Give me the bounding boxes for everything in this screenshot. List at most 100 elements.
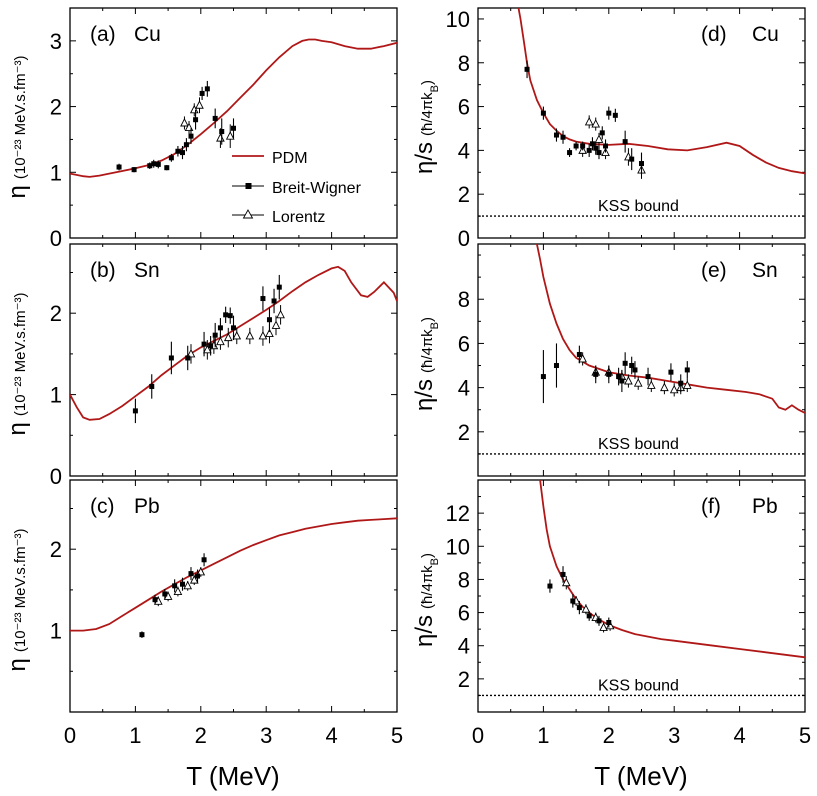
breit-wigner-point [155, 161, 161, 167]
breit-wigner-point [596, 618, 602, 624]
y-tick-label: 2 [50, 301, 62, 326]
y-tick-label: 2 [458, 420, 470, 445]
plot-frame [69, 479, 398, 713]
x-tick-label: 4 [733, 723, 745, 748]
breit-wigner-point [168, 155, 174, 161]
breit-wigner-point [231, 325, 236, 331]
breit-wigner-point [593, 371, 599, 377]
lorentz-point [682, 380, 692, 389]
panel-label: (c) [90, 495, 115, 518]
breit-wigner-point [596, 150, 602, 156]
x-tick-label: 0 [472, 723, 484, 748]
y-tick-label: 4 [458, 138, 470, 163]
breit-wigner-point [553, 363, 559, 369]
lorentz-point [232, 331, 242, 340]
lorentz-point [584, 116, 594, 126]
y-tick-label: 0 [458, 226, 470, 251]
panel-e: 2 4 6 8 (e) Sn η/s (ħ/4πkB) KSS bound [411, 243, 806, 477]
panel-element: Pb [752, 495, 778, 518]
lorentz-point [276, 309, 285, 319]
pdm-line [70, 517, 397, 632]
breit-wigner-point [139, 632, 145, 638]
lorentz-point [660, 382, 669, 392]
y-axis-label-close: ) [419, 80, 436, 85]
y-tick-label: 0 [50, 464, 62, 489]
legend-bw-marker [245, 183, 252, 189]
y-axis-label-main: η [4, 185, 31, 198]
x-axis-label: T (MeV) [594, 761, 687, 791]
x-tick-label: 1 [129, 723, 141, 748]
breit-wigner-point [266, 317, 272, 323]
breit-wigner-point [593, 145, 599, 151]
breit-wigner-point [576, 351, 582, 357]
breit-wigner-point [199, 90, 205, 96]
lorentz-point [578, 353, 587, 363]
y-axis-label-unit: (10⁻²³ MeV.s.fm⁻³) [12, 293, 29, 417]
legend-lor-label: Lorentz [272, 209, 325, 226]
pdm-line [70, 265, 397, 421]
breit-wigner-point [217, 325, 223, 331]
y-tick-label: 2 [50, 95, 62, 120]
panel-element: Cu [752, 23, 779, 46]
y-axis-label: η (10⁻²³ MeV.s.fm⁻³) [4, 529, 31, 672]
breit-wigner-point [606, 371, 612, 377]
kss-bound-label: KSS bound [598, 436, 679, 453]
y-axis-label-unit: (10⁻²³ MeV.s.fm⁻³) [12, 529, 29, 653]
y-tick-label: 3 [50, 29, 62, 54]
y-tick-label: 2 [458, 667, 470, 692]
pdm-line [70, 38, 397, 178]
breit-wigner-point [116, 164, 122, 170]
pdm-line [536, 244, 805, 414]
breit-wigner-point [632, 367, 638, 373]
lorentz-point [646, 380, 656, 389]
breit-wigner-point [204, 86, 210, 92]
y-tick-label: 4 [458, 376, 470, 401]
x-tick-label: 3 [668, 723, 680, 748]
breit-wigner-point [619, 378, 625, 384]
breit-wigner-point [131, 167, 137, 173]
breit-wigner-point [589, 141, 595, 147]
y-tick-label: 0 [50, 226, 62, 251]
lorentz-point [216, 133, 225, 142]
breit-wigner-point [560, 134, 566, 140]
breit-wigner-point [227, 313, 233, 319]
breit-wigner-point [540, 110, 546, 116]
breit-wigner-point [580, 143, 586, 149]
breit-wigner-point [147, 163, 153, 169]
panel-element: Cu [134, 23, 161, 46]
breit-wigner-point [586, 147, 592, 153]
lorentz-point [594, 134, 604, 143]
y-tick-label: 6 [458, 95, 470, 120]
breit-wigner-point [684, 367, 690, 373]
breit-wigner-point [606, 620, 612, 626]
lorentz-point [633, 378, 643, 387]
lorentz-point [561, 577, 571, 587]
breit-wigner-point [612, 112, 618, 118]
lorentz-point [258, 331, 268, 340]
breit-wigner-point [223, 312, 229, 318]
breit-wigner-point [560, 571, 566, 577]
lorentz-point [189, 575, 199, 584]
breit-wigner-point [540, 374, 546, 380]
y-axis-label-unit: (ħ/4πk [419, 329, 436, 373]
breit-wigner-point [162, 591, 168, 597]
y-axis-label: η/s (ħ/4πkB) [411, 317, 441, 411]
y-tick-label: 2 [458, 182, 470, 207]
breit-wigner-point [260, 296, 266, 302]
breit-wigner-point [183, 142, 189, 148]
breit-wigner-point [639, 161, 644, 167]
y-axis-label-sub: B [429, 322, 441, 329]
panel-a: 0 1 2 3 (a) Cu η (10⁻²³ MeV.s.fm⁻³) PDM Breit-Wig… [4, 7, 398, 251]
breit-wigner-point [188, 571, 194, 577]
breit-wigner-point [622, 360, 628, 366]
breit-wigner-point [132, 408, 138, 414]
breit-wigner-point [231, 125, 236, 131]
x-axis-label: T (MeV) [186, 761, 279, 791]
breit-wigner-point [152, 597, 158, 603]
y-tick-label: 12 [446, 501, 470, 526]
breit-wigner-point [188, 133, 194, 139]
y-axis-label-unit: (10⁻²³ MeV.s.fm⁻³) [12, 56, 29, 180]
y-tick-label: 1 [50, 160, 62, 185]
